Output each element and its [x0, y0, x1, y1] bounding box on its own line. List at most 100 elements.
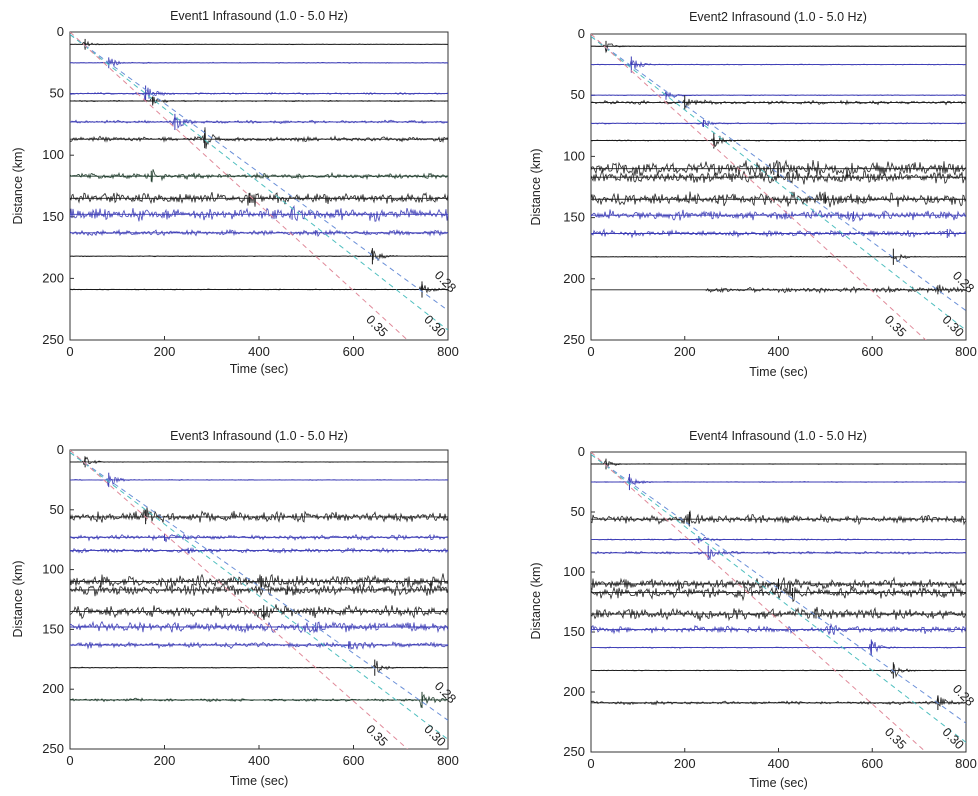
- trace-waveform: [70, 40, 448, 49]
- panel-1: Event1 Infrasound (1.0 - 5.0 Hz) 0 200 400 6…: [11, 9, 459, 376]
- x-tick-label: 800: [955, 756, 977, 771]
- velocity-line-0-35: [70, 450, 409, 749]
- trace-waveform: [70, 87, 448, 102]
- trace-waveform: [591, 606, 966, 622]
- x-tick-label: 800: [437, 344, 459, 359]
- plot-frame: [69, 31, 449, 341]
- y-axis-label: Distance (km): [529, 148, 543, 225]
- trace-waveform: [70, 620, 448, 634]
- velocity-line-0-28: [70, 34, 448, 311]
- y-tick-label: 250: [563, 332, 585, 347]
- trace-waveform: [70, 604, 448, 620]
- trace-waveform: [591, 510, 966, 526]
- y-tick-label: 0: [578, 26, 585, 41]
- x-axis-label: Time (sec): [749, 776, 808, 790]
- trace-waveform: [70, 191, 448, 207]
- chart-title: Event1 Infrasound (1.0 - 5.0 Hz): [170, 9, 348, 23]
- y-tick-label: 150: [42, 621, 64, 636]
- velocity-label: 0.35: [363, 722, 390, 749]
- trace-waveform: [591, 664, 966, 678]
- y-tick-label: 50: [571, 504, 585, 519]
- plot-area: [591, 452, 966, 752]
- trace-waveform: [591, 253, 966, 262]
- x-tick-label: 0: [587, 756, 594, 771]
- x-tick-label: 400: [248, 753, 270, 768]
- y-tick-label: 0: [578, 444, 585, 459]
- trace-waveform: [591, 59, 966, 70]
- panel-3: Event3 Infrasound (1.0 - 5.0 Hz) 0 200 400 6…: [11, 429, 459, 788]
- chart-title: Event2 Infrasound (1.0 - 5.0 Hz): [689, 10, 867, 24]
- trace-waveform: [705, 284, 966, 294]
- y-tick-label: 50: [571, 87, 585, 102]
- x-tick-label: 800: [437, 753, 459, 768]
- trace-waveform: [591, 695, 966, 707]
- trace-waveform: [591, 135, 966, 148]
- trace-waveform: [70, 249, 448, 262]
- y-tick-label: 150: [563, 210, 585, 225]
- y-tick-label: 200: [42, 270, 64, 285]
- velocity-line-0-30: [591, 454, 966, 743]
- trace-waveform: [70, 582, 448, 597]
- velocity-label: 0.28: [950, 269, 977, 296]
- velocity-line-0-35: [70, 32, 409, 340]
- y-axis-label: Distance (km): [11, 147, 25, 224]
- velocity-line-0-30: [591, 36, 966, 331]
- y-tick-label: 250: [42, 741, 64, 756]
- x-tick-label: 600: [861, 344, 883, 359]
- trace-waveform: [70, 547, 448, 555]
- x-tick-label: 200: [674, 344, 696, 359]
- y-tick-label: 100: [42, 147, 64, 162]
- trace-waveform: [591, 208, 966, 223]
- x-tick-label: 400: [768, 756, 790, 771]
- y-axis-label: Distance (km): [11, 560, 25, 637]
- trace-waveform: [70, 228, 448, 238]
- chart-title: Event4 Infrasound (1.0 - 5.0 Hz): [689, 429, 867, 443]
- y-tick-label: 50: [50, 86, 64, 101]
- trace-waveform: [591, 90, 966, 98]
- velocity-line-0-30: [70, 34, 448, 331]
- plot-frame: [590, 33, 967, 341]
- x-tick-label: 200: [154, 344, 176, 359]
- chart-title: Event3 Infrasound (1.0 - 5.0 Hz): [170, 429, 348, 443]
- trace-waveform: [70, 533, 448, 543]
- trace-waveform: [591, 476, 966, 486]
- x-tick-label: 600: [343, 344, 365, 359]
- trace-waveform: [591, 43, 966, 54]
- y-tick-label: 250: [563, 744, 585, 759]
- trace-waveform: [591, 622, 966, 636]
- x-tick-label: 0: [66, 753, 73, 768]
- velocity-label: 0.30: [421, 722, 448, 749]
- trace-waveform: [591, 584, 966, 603]
- y-axis-label: Distance (km): [529, 562, 543, 639]
- x-tick-label: 0: [587, 344, 594, 359]
- panel-2: Event2 Infrasound (1.0 - 5.0 Hz) 0 200 400 6…: [529, 10, 977, 379]
- panel-4: Event4 Infrasound (1.0 - 5.0 Hz) 0 200 400 6…: [529, 429, 977, 790]
- velocity-label: 0.30: [940, 313, 967, 340]
- trace-waveform: [70, 115, 448, 129]
- y-tick-label: 0: [57, 442, 64, 457]
- x-tick-label: 400: [768, 344, 790, 359]
- plot-frame: [590, 451, 967, 753]
- trace-waveform: [70, 282, 448, 294]
- x-tick-label: 0: [66, 344, 73, 359]
- velocity-label: 0.28: [432, 679, 459, 706]
- trace-waveform: [70, 204, 448, 222]
- plot-area: [70, 450, 448, 749]
- x-tick-label: 800: [955, 344, 977, 359]
- trace-waveform: [70, 58, 448, 68]
- plot-area: [591, 34, 966, 340]
- trace-waveform: [591, 159, 966, 179]
- trace-waveform: [70, 693, 448, 709]
- velocity-line-0-28: [70, 451, 448, 721]
- trace-waveform: [70, 455, 448, 465]
- y-tick-label: 50: [50, 502, 64, 517]
- velocity-label: 0.30: [940, 725, 967, 752]
- velocity-label: 0.28: [432, 268, 459, 295]
- x-axis-label: Time (sec): [230, 774, 289, 788]
- trace-waveform: [70, 506, 448, 523]
- trace-waveform: [591, 168, 966, 185]
- trace-waveform: [591, 191, 966, 208]
- y-tick-label: 200: [563, 684, 585, 699]
- y-tick-label: 250: [42, 332, 64, 347]
